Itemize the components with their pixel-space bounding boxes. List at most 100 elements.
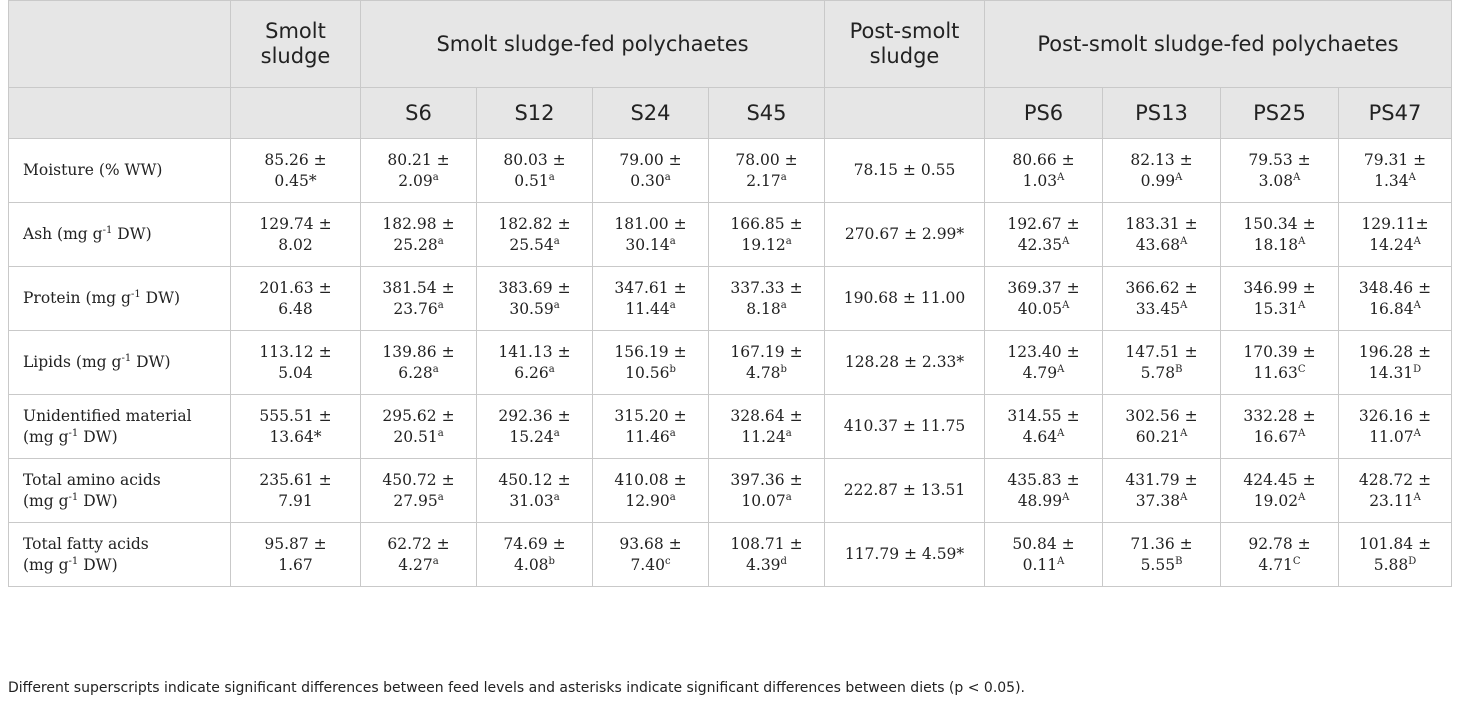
table-cell: 128.28 ± 2.33* bbox=[824, 330, 985, 395]
cell-line: 80.66 ± bbox=[995, 150, 1092, 171]
cell-text: 4.39 bbox=[746, 555, 781, 574]
cell-line: 79.00 ± bbox=[603, 150, 698, 171]
cell-text-suffix: DW) bbox=[131, 353, 171, 371]
cell-text: 7.91 bbox=[278, 491, 313, 510]
cell-text: 5.78 bbox=[1140, 363, 1176, 382]
cell-line: 435.83 ± bbox=[995, 470, 1092, 491]
table-cell: 170.39 ± 11.63C bbox=[1220, 330, 1339, 395]
cell-text: 27.95 bbox=[393, 491, 438, 510]
table-cell: 348.46 ± 16.84A bbox=[1338, 266, 1452, 331]
cell-text: Unidentified material bbox=[23, 406, 192, 425]
cell-text: 348.46 ± bbox=[1358, 278, 1432, 297]
cell-line: 31.03a bbox=[487, 491, 582, 512]
cell-text: 7.40 bbox=[630, 555, 665, 574]
cell-line: Protein (mg g-1 DW) bbox=[23, 288, 220, 309]
cell-line: 347.61 ± bbox=[603, 278, 698, 299]
header-group-post-smolt-sludge: Post-smolt sludge bbox=[824, 0, 985, 88]
superscript: b bbox=[669, 363, 676, 375]
cell-line: 7.91 bbox=[241, 491, 350, 512]
cell-line: 315.20 ± bbox=[603, 406, 698, 427]
cell-line: Total fatty acids bbox=[23, 534, 220, 555]
cell-text: 48.99 bbox=[1017, 491, 1063, 510]
cell-text: 0.45* bbox=[274, 171, 317, 190]
superscript: c bbox=[664, 555, 671, 567]
table-cell: 156.19 ± 10.56b bbox=[592, 330, 709, 395]
cell-text: 30.14 bbox=[625, 235, 670, 254]
superscript: A bbox=[1298, 427, 1306, 439]
table-cell: 314.55 ± 4.64A bbox=[984, 394, 1103, 459]
table-cell: 410.08 ± 12.90a bbox=[592, 458, 709, 523]
cell-text: 1.34 bbox=[1374, 171, 1409, 190]
cell-line: 11.63C bbox=[1231, 363, 1328, 384]
cell-text: 31.03 bbox=[509, 491, 554, 510]
cell-text: 14.31 bbox=[1368, 363, 1414, 382]
table-cell: 222.87 ± 13.51 bbox=[824, 458, 985, 523]
superscript: a bbox=[548, 171, 555, 183]
cell-text: 366.62 ± bbox=[1125, 278, 1198, 297]
table-row: Lipids (mg g-1 DW) 113.12 ± 5.04 139.86 ± 6.… bbox=[8, 330, 1452, 395]
superscript: A bbox=[1057, 427, 1065, 439]
cell-line: 369.37 ± bbox=[995, 278, 1092, 299]
cell-text: 292.36 ± bbox=[498, 406, 571, 425]
cell-line: 4.71C bbox=[1231, 555, 1328, 576]
cell-text: 60.21 bbox=[1135, 427, 1181, 446]
superscript: B bbox=[1175, 555, 1183, 567]
cell-text: 108.71 ± bbox=[730, 534, 803, 553]
table-cell: 117.79 ± 4.59* bbox=[824, 522, 985, 587]
cell-line: 139.86 ± bbox=[371, 342, 466, 363]
superscript: a bbox=[432, 363, 439, 375]
superscript: a bbox=[553, 235, 560, 247]
table-cell: 80.21 ± 2.09a bbox=[360, 138, 477, 203]
cell-line: 42.35A bbox=[995, 235, 1092, 256]
cell-text: 315.20 ± bbox=[614, 406, 687, 425]
cell-text: 50.84 ± bbox=[1012, 534, 1075, 553]
cell-text: 166.85 ± bbox=[730, 214, 803, 233]
cell-line: 270.67 ± 2.99* bbox=[835, 224, 974, 245]
header-group-blank-0 bbox=[8, 0, 231, 88]
cell-text: 79.31 ± bbox=[1363, 150, 1427, 169]
header-treatment-ps13: PS13 bbox=[1102, 87, 1221, 139]
table-cell: 201.63 ± 6.48 bbox=[230, 266, 361, 331]
cell-text: 337.33 ± bbox=[730, 278, 803, 297]
cell-line: 11.07A bbox=[1349, 427, 1441, 448]
cell-text-suffix: DW) bbox=[140, 289, 181, 307]
cell-line: 147.51 ± bbox=[1113, 342, 1210, 363]
cell-line: (mg g-1 DW) bbox=[23, 491, 220, 512]
superscript: b bbox=[780, 363, 787, 375]
cell-text: 19.12 bbox=[741, 235, 786, 254]
table-cell: 366.62 ± 33.45A bbox=[1102, 266, 1221, 331]
table-cell: 71.36 ± 5.55B bbox=[1102, 522, 1221, 587]
cell-line: 37.38A bbox=[1113, 491, 1210, 512]
cell-text: 141.13 ± bbox=[498, 342, 571, 361]
cell-line: 93.68 ± bbox=[603, 534, 698, 555]
cell-line: 183.31 ± bbox=[1113, 214, 1210, 235]
cell-text: 431.79 ± bbox=[1125, 470, 1198, 489]
cell-line: 19.02A bbox=[1231, 491, 1328, 512]
header-treatment-blank-6 bbox=[824, 87, 985, 139]
cell-text: 347.61 ± bbox=[614, 278, 687, 297]
superscript: A bbox=[1180, 427, 1188, 439]
table-cell: 85.26 ± 0.45* bbox=[230, 138, 361, 203]
cell-line: 5.88D bbox=[1349, 555, 1441, 576]
cell-text: 302.56 ± bbox=[1125, 406, 1198, 425]
cell-line: 328.64 ± bbox=[719, 406, 814, 427]
cell-text: 222.87 ± 13.51 bbox=[843, 481, 966, 499]
cell-line: 33.45A bbox=[1113, 299, 1210, 320]
header-word: sludge bbox=[260, 44, 331, 68]
table-cell: 167.19 ± 4.78b bbox=[708, 330, 825, 395]
cell-text: 4.64 bbox=[1022, 427, 1058, 446]
cell-line: 182.82 ± bbox=[487, 214, 582, 235]
cell-line: 3.08A bbox=[1231, 171, 1328, 192]
cell-text: 128.28 ± 2.33* bbox=[844, 353, 965, 371]
table-cell: 182.98 ± 25.28a bbox=[360, 202, 477, 267]
superscript: -1 bbox=[102, 224, 113, 236]
row-label: Protein (mg g-1 DW) bbox=[8, 266, 231, 331]
cell-line: 332.28 ± bbox=[1231, 406, 1328, 427]
cell-line: 7.40c bbox=[603, 555, 698, 576]
cell-line: 10.56b bbox=[603, 363, 698, 384]
table-cell: 78.15 ± 0.55 bbox=[824, 138, 985, 203]
cell-line: 383.69 ± bbox=[487, 278, 582, 299]
cell-text: 328.64 ± bbox=[730, 406, 803, 425]
cell-line: 15.31A bbox=[1231, 299, 1328, 320]
cell-text: 13.64* bbox=[269, 427, 322, 446]
